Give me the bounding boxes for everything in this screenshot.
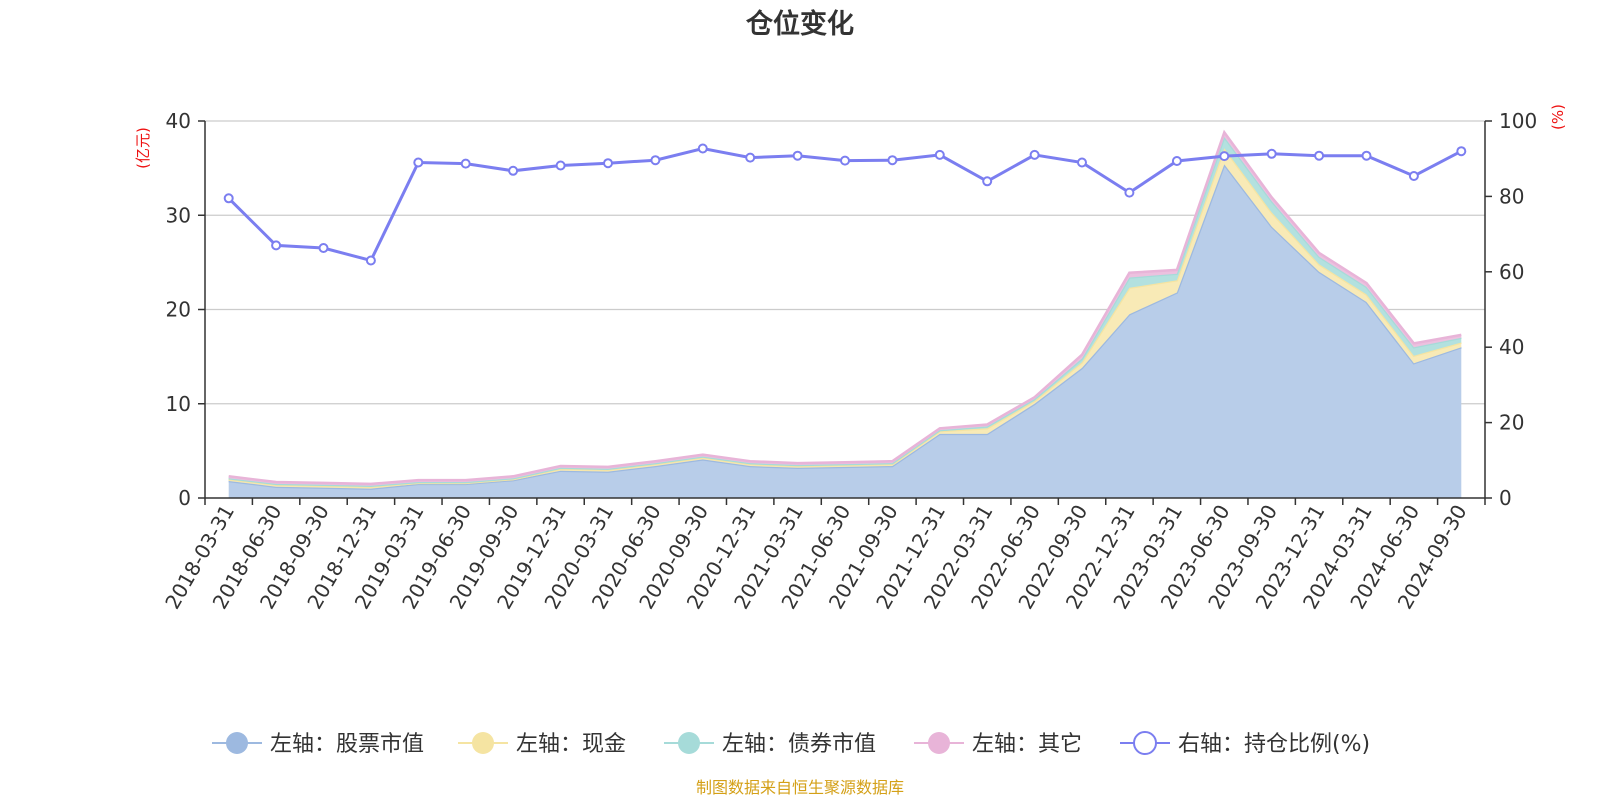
left-axis-unit: (亿元) [134,127,152,169]
right-tick-label: 100 [1499,109,1537,133]
ratio-point [223,193,234,204]
legend-item-1[interactable]: 左轴：股票市值 [212,732,424,757]
ratio-point [792,150,803,161]
right-tick-label: 0 [1499,486,1512,510]
ratio-point [1171,156,1182,166]
ratio-point [697,143,708,154]
legend-label: 左轴：其它 [972,732,1082,757]
ratio-point [365,255,376,266]
area-series-edge-4 [228,129,1462,486]
ratio-point [603,158,613,169]
ratio-point [650,155,661,166]
ratio-point [555,160,566,171]
legend-marker [928,732,950,754]
legend-item-4[interactable]: 左轴：其它 [914,732,1082,757]
left-tick-label: 0 [178,486,191,510]
legend-marker [678,732,700,754]
legend-item-2[interactable]: 左轴：现金 [458,732,626,757]
left-tick-label: 30 [166,203,191,227]
legend-marker [226,732,248,754]
ratio-point [460,158,471,169]
ratio-point [271,240,282,251]
right-tick-label: 60 [1499,260,1524,284]
right-tick-label: 80 [1499,184,1524,208]
ratio-point [1077,157,1087,168]
ratio-point [413,157,424,168]
ratio-point [1314,150,1325,161]
legend-label: 左轴：现金 [516,732,626,757]
ratio-point [934,149,945,160]
legend-marker [1133,731,1157,755]
data-source: 制图数据来自恒生聚源数据库 [696,778,904,797]
ratio-line [223,143,1467,266]
ratio-point [840,155,850,166]
left-tick-label: 10 [166,392,191,416]
ratio-point [1456,146,1467,157]
ratio-point [1408,171,1419,181]
ratio-point [887,155,898,166]
ratio-point [1219,151,1230,162]
legend-item-3[interactable]: 左轴：债券市值 [664,732,876,757]
legend-item-5[interactable]: 右轴：持仓比例(%) [1120,731,1370,757]
stacked-areas [228,129,1462,498]
legend-label: 右轴：持仓比例(%) [1178,732,1370,757]
legend-label: 左轴：债券市值 [722,732,876,757]
ratio-point [508,165,519,176]
right-tick-label: 20 [1499,411,1524,435]
left-tick-label: 40 [166,109,191,133]
ratio-point [1124,187,1135,198]
legend-marker [472,732,494,754]
ratio-point [1029,149,1040,160]
legend-label: 左轴：股票市值 [270,732,424,757]
right-axis-unit: (%) [1549,104,1567,130]
ratio-point [1361,150,1372,161]
chart-title: 仓位变化 [745,8,854,40]
ratio-point [745,152,756,163]
area-series-1 [228,164,1462,498]
ratio-point [982,176,993,187]
legend: 左轴：股票市值 左轴：现金 左轴：债券市值 左轴：其它 右轴：持仓比例(%) [212,731,1370,757]
right-tick-label: 40 [1499,335,1524,359]
left-tick-label: 20 [166,298,191,322]
ratio-point [318,243,329,253]
ratio-point [1266,148,1277,159]
